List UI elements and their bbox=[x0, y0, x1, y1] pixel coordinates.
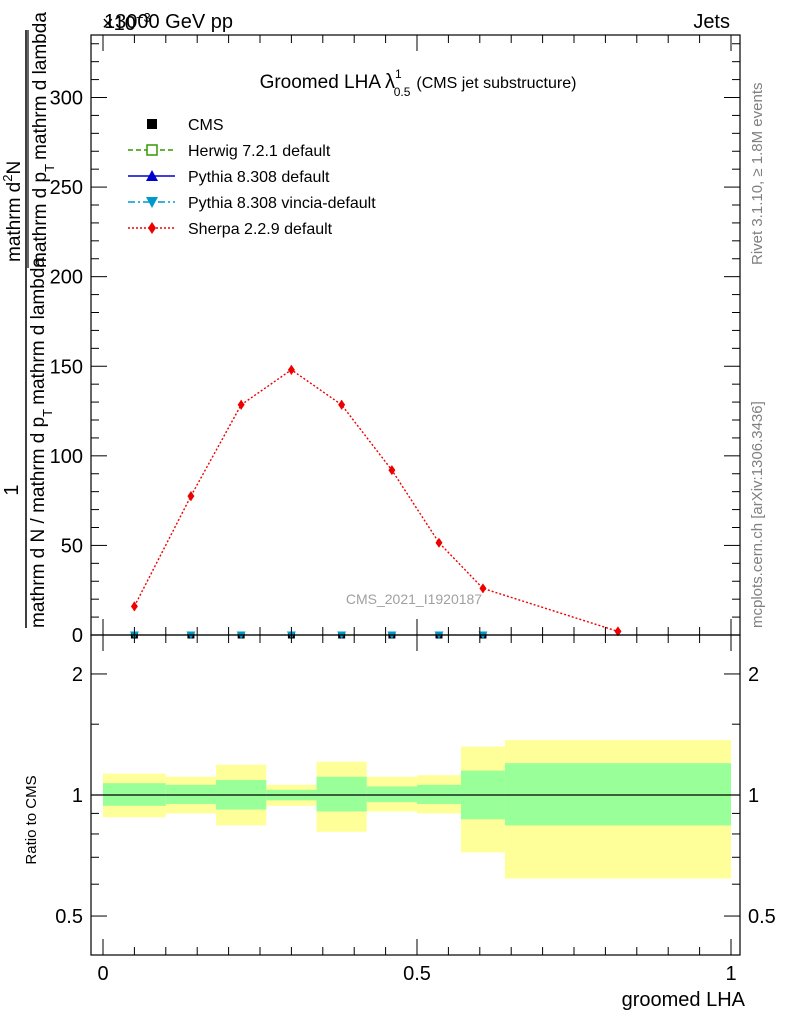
legend-marker-vincia bbox=[146, 197, 158, 208]
axis-ticks bbox=[91, 35, 740, 955]
ratio-green-band-1 bbox=[165, 784, 217, 804]
ylabel-main: mathrm d N / mathrm d pTmathrm d lambda bbox=[28, 257, 55, 628]
legend-marker-sherpa bbox=[148, 222, 156, 234]
ratio-ytick-label-left: 0.5 bbox=[55, 906, 83, 928]
xtick-label: 0 bbox=[97, 963, 108, 985]
ratio-ytick-label-left: 2 bbox=[72, 664, 83, 686]
sherpa-point bbox=[130, 601, 138, 612]
ratio-green-band-8 bbox=[504, 763, 731, 826]
ratio-green-band-6 bbox=[417, 784, 461, 804]
ylabel-numerator: 1 bbox=[1, 484, 23, 495]
ratio-bands bbox=[103, 740, 731, 879]
ylabel-right-top: mathrm d2N bbox=[0, 161, 25, 262]
ratio-green-band-5 bbox=[366, 786, 417, 803]
ratio-ytick-label-right: 1 bbox=[748, 785, 759, 807]
chart-title: Groomed LHA λ1 0.5 (CMS jet substructure) bbox=[260, 67, 577, 99]
main-ytick-label: 200 bbox=[50, 267, 83, 289]
mcplots-label: mcplots.cern.ch [arXiv:1306.3436] bbox=[749, 401, 766, 628]
sherpa-point bbox=[479, 583, 487, 594]
series-curves bbox=[133, 368, 619, 633]
xaxis-label: groomed LHA bbox=[622, 989, 746, 1011]
sherpa-point bbox=[237, 399, 245, 410]
tick-labels: 0 50 100 150 200 250 300 0 0.5 1 0.5 0.5 1 1 2 2 bbox=[50, 88, 776, 986]
main-ytick-label: 50 bbox=[61, 535, 83, 557]
main-ytick-label: 150 bbox=[50, 356, 83, 378]
ylabel-right-bottom: mathrm d pTmathrm d lambda bbox=[30, 12, 57, 268]
main-ytick-label: 0 bbox=[72, 625, 83, 647]
rivet-label: Rivet 3.1.10, ≥ 1.8M events bbox=[749, 83, 766, 266]
sherpa-point bbox=[287, 364, 295, 375]
main-ytick-label: 300 bbox=[50, 88, 83, 110]
analysis-label: CMS_2021_I1920187 bbox=[346, 591, 482, 607]
main-ytick-label: 250 bbox=[50, 177, 83, 199]
sherpa-line bbox=[133, 368, 619, 633]
sherpa-point bbox=[388, 465, 396, 476]
legend-label-4: Sherpa 2.2.9 default bbox=[188, 221, 333, 238]
sherpa-point bbox=[614, 626, 622, 637]
legend-label-3: Pythia 8.308 vincia-default bbox=[188, 195, 376, 212]
exponent-label: ×10−3 bbox=[102, 10, 151, 35]
sherpa-point bbox=[338, 399, 346, 410]
xtick-label: 0.5 bbox=[403, 963, 431, 985]
main-ytick-label: 100 bbox=[50, 446, 83, 468]
ratio-ytick-label-right: 2 bbox=[748, 664, 759, 686]
sherpa-point bbox=[435, 537, 443, 548]
xtick-label: 1 bbox=[725, 963, 736, 985]
ratio-ytick-label-right: 0.5 bbox=[748, 906, 776, 928]
process-label: Jets bbox=[693, 11, 730, 33]
legend-marker-pythia bbox=[146, 170, 158, 181]
legend-marker-herwig bbox=[146, 144, 158, 156]
ratio-ylabel: Ratio to CMS bbox=[23, 775, 40, 864]
legend-marker-cms bbox=[147, 119, 157, 129]
legend-label-2: Pythia 8.308 default bbox=[188, 169, 330, 186]
sherpa-point bbox=[187, 491, 195, 502]
beam-label: 13000 GeV pp bbox=[104, 11, 233, 33]
legend-label-1: Herwig 7.2.1 default bbox=[188, 143, 331, 160]
ratio-green-band-4 bbox=[316, 776, 367, 812]
ratio-ytick-label-left: 1 bbox=[72, 785, 83, 807]
legend: CMS Herwig 7.2.1 default Pythia 8.308 defa… bbox=[128, 117, 376, 238]
legend-label-0: CMS bbox=[188, 117, 224, 134]
